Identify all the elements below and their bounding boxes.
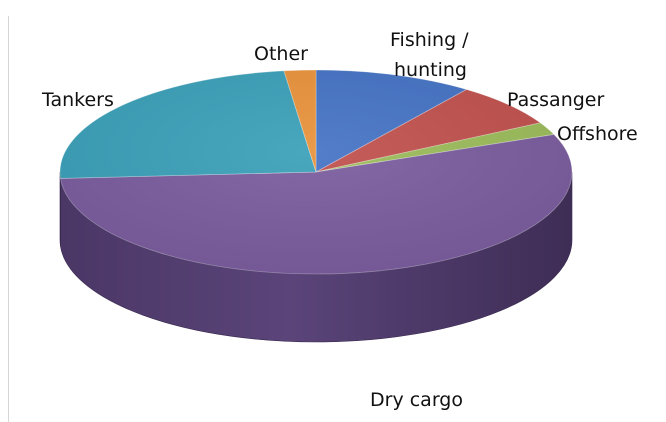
pie-label-tankers: Tankers — [41, 89, 114, 111]
pie-label-other: Other — [254, 43, 308, 65]
pie-label-dry-cargo: Dry cargo — [370, 389, 463, 411]
pie-label-offshore: Offshore — [557, 123, 638, 145]
chart-frame-border — [8, 16, 9, 422]
pie-label-fishing-hunting: Fishing / hunting — [390, 29, 469, 81]
pie-slice-tankers[interactable] — [59, 70, 317, 179]
pie-side-tankers — [59, 171, 61, 247]
pie-label-passanger: Passanger — [507, 89, 604, 111]
